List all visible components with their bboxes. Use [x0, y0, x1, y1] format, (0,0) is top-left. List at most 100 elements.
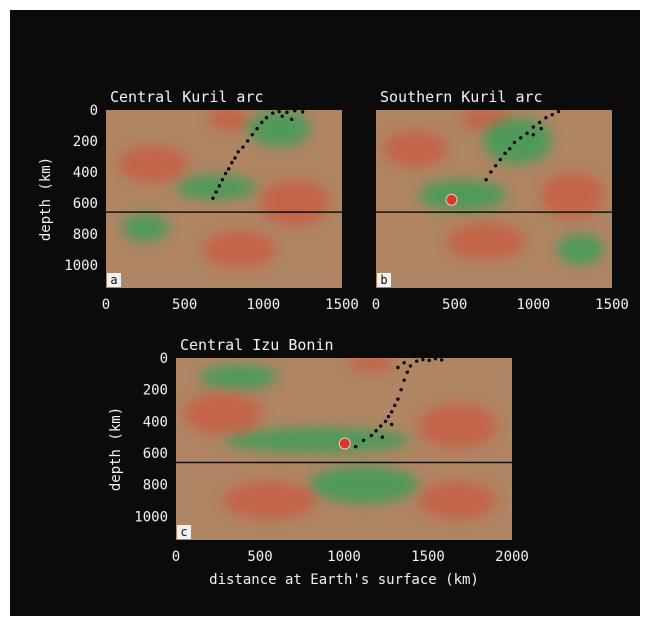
hypocenter-point — [369, 433, 374, 438]
fast-anomaly — [222, 427, 411, 453]
slow-anomaly — [118, 145, 188, 183]
x-tick-label: 1500 — [325, 297, 359, 313]
x-tick-label: 2000 — [495, 549, 529, 565]
x-tick-label: 500 — [247, 549, 272, 565]
hypocenter-point — [550, 112, 554, 117]
y-tick-label: 600 — [143, 446, 168, 462]
hypocenter-point — [277, 109, 281, 114]
hypocenter-point — [408, 364, 413, 368]
y-axis-label: depth (km) — [38, 157, 54, 241]
fast-anomaly — [308, 465, 419, 504]
hypocenter-point — [361, 438, 366, 442]
x-tick-label: 0 — [102, 297, 110, 313]
fast-anomaly — [482, 117, 553, 165]
hypocenter-point — [227, 167, 231, 171]
x-tick-label: 1500 — [411, 549, 445, 565]
anomaly-field — [183, 358, 497, 520]
y-tick-label: 400 — [143, 414, 168, 430]
hypocenter-point — [399, 387, 403, 392]
x-tick-label: 1000 — [246, 297, 280, 313]
slow-anomaly — [541, 171, 605, 219]
y-tick-label: 800 — [143, 478, 168, 494]
hypocenter-point — [223, 171, 228, 176]
slow-anomaly — [260, 179, 330, 227]
hypocenter-point — [379, 424, 383, 428]
x-tick-label: 1500 — [595, 297, 629, 313]
hypocenter-point — [293, 109, 297, 113]
slow-anomaly — [446, 222, 526, 261]
y-axis-label: depth (km) — [108, 407, 124, 491]
hypocenter-point — [380, 435, 384, 439]
event-marker — [338, 437, 351, 450]
y-tick-label: 0 — [160, 351, 168, 367]
hypocenter-point — [285, 110, 289, 115]
slow-anomaly — [222, 481, 317, 520]
hypocenter-point — [386, 414, 391, 419]
hypocenter-point — [396, 365, 400, 370]
panel-b: Southern Kuril arc b0 500 1000 1500 — [372, 88, 629, 313]
figure-frame: Central Kuril arc a 0 500 1000 1500 0 200 400 600… — [10, 10, 640, 616]
hypocenter-point — [217, 184, 221, 188]
slow-anomaly — [383, 130, 447, 168]
y-tick-label: 0 — [90, 103, 98, 119]
hypocenter-point — [402, 378, 406, 382]
hypocenter-point — [289, 117, 294, 121]
panel-label-box — [377, 273, 391, 287]
hypocenter-point — [396, 397, 400, 401]
y-tick-label: 200 — [143, 383, 168, 399]
hypocenter-point — [439, 358, 444, 362]
hypocenter-point — [233, 156, 237, 160]
slow-anomaly — [183, 392, 262, 434]
panel-label: c — [180, 525, 187, 539]
hypocenter-point — [405, 370, 409, 374]
fast-anomaly — [247, 110, 311, 148]
fast-anomaly — [175, 175, 258, 200]
hypocenter-point — [519, 136, 523, 140]
y-tick-label: 1000 — [64, 258, 98, 274]
y-tick-label: 800 — [73, 227, 98, 243]
panel-title: Southern Kuril arc — [380, 88, 543, 106]
hypocenter-point — [537, 120, 542, 125]
hypocenter-point — [214, 190, 218, 194]
x-tick-label: 1000 — [516, 297, 550, 313]
hypocenter-point — [544, 116, 548, 120]
fast-anomaly — [418, 179, 507, 211]
hypocenter-point — [245, 139, 250, 143]
fast-anomaly — [556, 233, 605, 265]
slow-anomaly — [347, 358, 395, 373]
x-tick-label: 1000 — [327, 549, 361, 565]
hypocenter-point — [484, 177, 488, 182]
hypocenter-point — [211, 196, 215, 200]
slow-anomaly — [203, 230, 276, 268]
fast-anomaly — [199, 364, 278, 390]
y-tick-label: 400 — [73, 165, 98, 181]
hypocenter-point — [525, 131, 529, 135]
fast-anomaly — [121, 213, 169, 242]
panel-title: Central Kuril arc — [110, 88, 264, 106]
anomaly-field — [118, 110, 330, 268]
hypocenter-point — [539, 126, 543, 131]
hypocenter-point — [427, 358, 431, 363]
hypocenter-point — [503, 151, 507, 156]
slow-anomaly — [208, 110, 250, 131]
y-tick-label: 200 — [73, 134, 98, 150]
x-axis-label: distance at Earth's surface (km) — [209, 572, 479, 588]
hypocenter-point — [493, 164, 498, 168]
hypocenter-point — [354, 444, 358, 449]
x-tick-label: 500 — [172, 297, 197, 313]
x-tick-label: 0 — [372, 297, 380, 313]
hypocenter-point — [389, 410, 394, 414]
y-tick-label: 600 — [73, 196, 98, 212]
hypocenter-point — [264, 116, 269, 120]
hypocenter-point — [498, 157, 502, 162]
hypocenter-point — [556, 109, 561, 114]
anomaly-field — [383, 110, 605, 265]
hypocenter-point — [374, 429, 378, 433]
hypocenter-point — [421, 357, 425, 362]
hypocenter-point — [512, 140, 517, 145]
hypocenter-point — [414, 359, 419, 363]
hypocenter-point — [389, 422, 394, 427]
